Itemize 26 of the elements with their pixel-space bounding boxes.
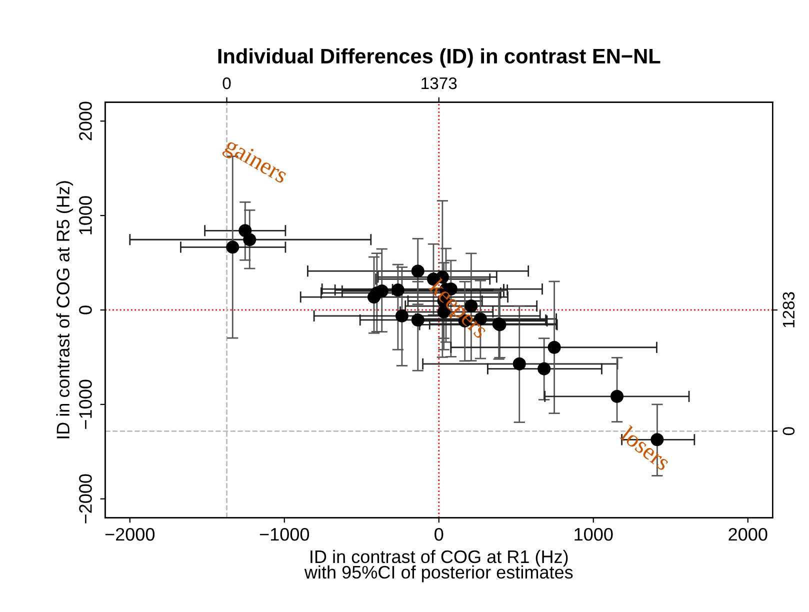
point xyxy=(375,284,388,298)
point xyxy=(391,284,404,297)
point xyxy=(610,390,624,403)
x2-tick-label: 0 xyxy=(222,77,231,90)
x-tick-label: −1000 xyxy=(260,528,310,541)
y2-tick-label: 0 xyxy=(782,427,795,436)
y2-tick-label: 1283 xyxy=(782,292,795,328)
y-tick-label: 0 xyxy=(79,306,92,314)
point xyxy=(512,357,526,370)
x-tick-label: 2000 xyxy=(728,528,768,541)
y-axis-title: ID in contrast of COG at R5 (Hz) xyxy=(56,181,74,438)
y-tick-label: 1000 xyxy=(79,196,92,234)
point xyxy=(538,362,551,376)
x-axis-title: ID in contrast of COG at R1 (Hz) with 95%CI of posterior estimates xyxy=(304,550,573,582)
point xyxy=(411,264,424,278)
y-tick-label: −1000 xyxy=(79,380,92,429)
x-tick-label: −2000 xyxy=(105,528,155,541)
point xyxy=(226,240,240,254)
x-tick-label: 0 xyxy=(434,528,444,541)
point xyxy=(548,340,561,354)
chart-title: Individual Differences (ID) in contrast EN−NL xyxy=(218,48,660,68)
point xyxy=(243,233,256,246)
x2-tick-label: 1373 xyxy=(422,77,457,90)
y-tick-label: 2000 xyxy=(79,102,92,140)
point xyxy=(395,309,408,322)
x-tick-label: 1000 xyxy=(574,528,613,541)
